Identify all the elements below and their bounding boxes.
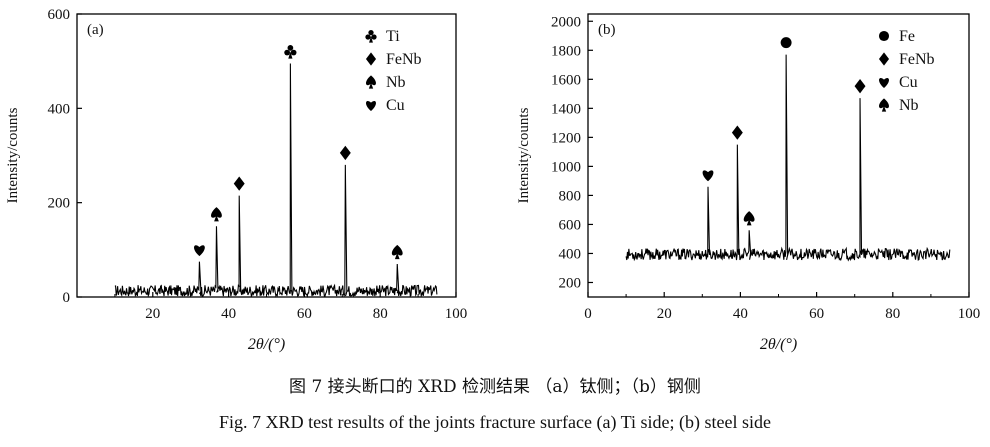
legend-spade-icon <box>366 75 376 89</box>
y-tick-label: 0 <box>63 290 71 306</box>
xrd-spectrum-line <box>625 54 951 262</box>
peak-marker-club <box>284 45 297 59</box>
legend-heart-icon <box>366 100 376 111</box>
legend-label: Ti <box>386 28 400 45</box>
peak-marker-circle <box>780 37 792 49</box>
y-tick-label: 200 <box>48 196 71 212</box>
legend-label: Cu <box>899 74 918 91</box>
figure-caption-chinese: 图 7 接头断口的 XRD 检测结果 （a）钛侧；（b）钢侧 <box>289 377 701 397</box>
peak-marker-heart <box>194 245 205 257</box>
y-tick-label: 600 <box>559 217 582 233</box>
peak-marker-spade <box>211 207 222 222</box>
y-tick-label: 1200 <box>551 130 581 146</box>
x-tick-label: 60 <box>297 306 312 322</box>
legend-entry: Nb <box>366 74 406 91</box>
y-tick-label: 1800 <box>551 43 581 59</box>
y-tick-label: 800 <box>559 188 582 204</box>
figure-caption-english: Fig. 7 XRD test results of the joints fr… <box>219 412 771 432</box>
y-tick-label: 400 <box>559 246 582 262</box>
peak-marker-diamond <box>233 176 245 191</box>
x-tick-label: 40 <box>733 306 748 322</box>
x-tick-label: 20 <box>145 306 160 322</box>
legend-heart-icon <box>879 77 889 88</box>
y-axis-title: Intensity/counts <box>516 107 532 203</box>
legend-diamond-icon <box>878 52 890 66</box>
legend-club-icon <box>365 30 377 43</box>
legend-entry: Cu <box>366 97 405 114</box>
panel-label: (b) <box>598 22 616 38</box>
legend-entry: Fe <box>878 28 915 45</box>
legend-label: FeNb <box>899 51 935 68</box>
y-tick-label: 2000 <box>551 14 581 30</box>
y-tick-label: 400 <box>48 101 71 117</box>
y-tick-label: 600 <box>48 7 71 23</box>
y-tick-label: 1600 <box>551 72 581 88</box>
x-tick-label: 80 <box>373 306 388 322</box>
legend-label: Cu <box>386 97 405 114</box>
peak-marker-diamond <box>339 145 351 161</box>
y-tick-label: 1400 <box>551 101 581 117</box>
x-tick-label: 20 <box>657 306 672 322</box>
x-tick-label: 0 <box>584 306 592 322</box>
x-tick-label: 40 <box>221 306 236 322</box>
legend-label: Nb <box>386 74 406 91</box>
peak-marker-heart <box>702 170 714 182</box>
y-tick-label: 200 <box>559 275 582 291</box>
legend-label: Nb <box>899 97 919 114</box>
x-tick-label: 80 <box>885 306 900 322</box>
legend-entry: FeNb <box>878 51 935 68</box>
legend-label: Fe <box>899 28 915 45</box>
panel-label: (a) <box>87 22 104 38</box>
peak-marker-spade <box>391 244 403 260</box>
chart-panel-b: 0 20 40 60 80 100 200 400 600 800 1000 1200 1400 1600… <box>516 13 981 353</box>
x-tick-label: 100 <box>445 306 468 322</box>
y-tick-label: 1000 <box>551 159 581 175</box>
x-axis-title: 2θ/(°) <box>248 336 285 353</box>
x-axis-title: 2θ/(°) <box>760 336 797 353</box>
chart-panel-a: 20 40 60 80 100 0 200 400 600 2θ/(°) Intensity/cou… <box>5 7 467 353</box>
xrd-spectrum-line <box>114 63 438 298</box>
peak-marker-diamond <box>854 79 866 94</box>
x-tick-label: 60 <box>809 306 824 322</box>
legend-circle-icon <box>878 30 890 42</box>
legend-label: FeNb <box>386 51 422 68</box>
x-tick-label: 100 <box>958 306 981 322</box>
legend-diamond-icon <box>365 52 377 66</box>
peak-marker-spade <box>743 211 755 226</box>
legend-entry: Ti <box>365 28 400 45</box>
y-axis-title: Intensity/counts <box>5 107 21 203</box>
legend-entry: Cu <box>879 74 918 91</box>
legend-entry: FeNb <box>365 51 422 68</box>
peak-marker-diamond <box>731 125 743 140</box>
legend-spade-icon <box>879 98 889 112</box>
legend-entry: Nb <box>879 97 919 114</box>
